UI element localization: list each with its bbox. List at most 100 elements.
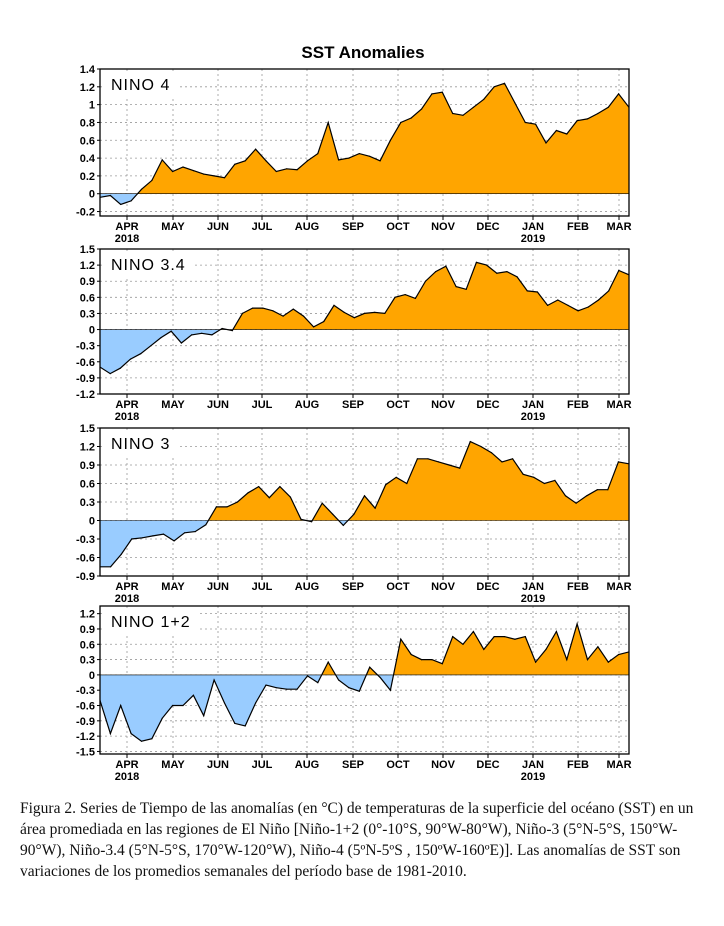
data-point <box>300 518 302 520</box>
y-tick-label: 0.8 <box>80 117 95 129</box>
data-point <box>555 129 558 132</box>
data-point <box>244 160 246 162</box>
data-point <box>526 290 528 292</box>
data-point <box>617 461 620 463</box>
data-point <box>150 345 152 347</box>
x-tick-label: DEC <box>476 221 499 233</box>
data-point <box>607 489 609 491</box>
data-point <box>327 121 329 124</box>
x-tick-label: OCT <box>386 399 410 411</box>
data-point <box>564 495 567 497</box>
data-point <box>255 702 257 704</box>
data-point <box>120 203 122 205</box>
data-point <box>414 297 416 299</box>
data-point <box>524 121 526 124</box>
x-tick-label: SEP <box>342 221 364 233</box>
data-point <box>586 495 588 497</box>
data-point <box>618 93 620 95</box>
y-tick-label: 1.5 <box>80 244 95 256</box>
x-tick-label: MAY <box>161 759 185 771</box>
data-point <box>389 139 391 141</box>
data-point <box>109 373 111 375</box>
data-point <box>452 636 454 638</box>
panel-label: NINO 1+2 <box>111 614 191 631</box>
data-point <box>516 276 518 278</box>
panel-label-box <box>103 431 179 455</box>
data-point <box>213 679 215 681</box>
data-point <box>438 461 440 463</box>
data-point <box>268 497 270 499</box>
y-tick-label: -1.2 <box>76 731 95 743</box>
data-point <box>231 330 233 332</box>
data-point <box>296 169 298 171</box>
data-point <box>472 106 474 108</box>
data-point <box>306 160 309 162</box>
x-tick-label: DEC <box>476 759 499 771</box>
data-point <box>151 179 153 181</box>
year-label: 2019 <box>521 771 545 783</box>
data-point <box>110 566 112 568</box>
x-tick-label: AUG <box>295 581 319 593</box>
data-point <box>109 194 111 197</box>
x-tick-label: JUL <box>252 581 273 593</box>
data-point <box>327 661 329 663</box>
data-point <box>503 636 506 638</box>
data-point <box>389 689 391 691</box>
year-label: 2019 <box>521 411 545 423</box>
data-point <box>566 133 568 135</box>
data-point <box>410 117 412 119</box>
data-point <box>576 623 578 625</box>
data-point <box>286 688 288 690</box>
y-tick-label: 0 <box>89 670 95 682</box>
data-point <box>172 704 174 707</box>
data-point <box>223 177 226 179</box>
data-point <box>140 188 143 190</box>
year-label: 2019 <box>521 233 545 245</box>
x-tick-label: MAR <box>606 581 631 593</box>
data-point <box>265 160 267 162</box>
data-point <box>448 464 450 466</box>
data-point <box>374 507 376 509</box>
data-point <box>455 286 457 288</box>
data-point <box>286 168 288 170</box>
data-point <box>161 159 163 161</box>
y-tick-label: -0.6 <box>76 701 95 713</box>
data-point <box>109 733 111 735</box>
data-point <box>120 704 122 707</box>
data-point <box>151 738 153 740</box>
data-point <box>252 307 254 309</box>
data-point <box>596 489 598 491</box>
y-tick-label: 0.6 <box>80 292 95 304</box>
data-point <box>130 200 132 202</box>
data-point <box>483 98 485 100</box>
data-point <box>410 653 412 656</box>
positive-anomaly-area <box>321 623 629 675</box>
data-point <box>431 93 433 95</box>
x-tick-label: AUG <box>295 221 319 233</box>
x-tick-label: JUN <box>207 759 229 771</box>
data-point <box>247 492 249 494</box>
negative-anomaly-area <box>100 329 629 374</box>
x-tick-label: NOV <box>431 221 456 233</box>
y-tick-label: -0.2 <box>76 207 95 219</box>
data-point <box>211 334 213 336</box>
data-point <box>435 271 437 273</box>
x-tick-label: APR <box>115 581 138 593</box>
y-tick-label: 1.5 <box>80 423 95 435</box>
data-point <box>140 740 143 742</box>
data-point <box>608 290 610 292</box>
data-point <box>348 687 350 689</box>
data-point <box>363 312 366 314</box>
data-point <box>514 102 516 104</box>
y-tick-label: 0.3 <box>80 308 95 320</box>
data-point <box>296 688 298 690</box>
data-point <box>459 467 461 469</box>
data-point <box>420 108 423 110</box>
y-tick-label: 1 <box>89 100 95 112</box>
data-point <box>265 684 267 686</box>
y-tick-label: 0.2 <box>80 171 95 183</box>
data-point <box>618 653 620 656</box>
data-point <box>618 269 620 272</box>
data-point <box>184 532 186 534</box>
x-tick-label: APR <box>115 399 138 411</box>
